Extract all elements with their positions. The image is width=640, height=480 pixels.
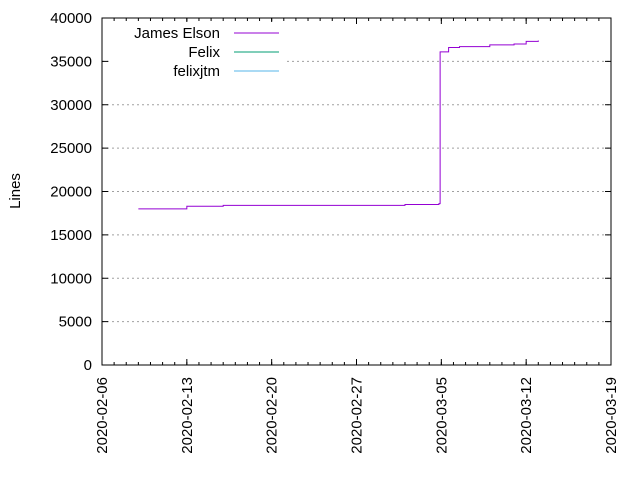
legend-label: James Elson xyxy=(134,25,220,42)
y-tick-label: 0 xyxy=(84,357,92,374)
x-tick-label: 2020-02-06 xyxy=(94,377,111,454)
y-tick-label: 40000 xyxy=(50,10,92,27)
x-axis: 2020-02-06 2020-02-13 2020-02-20 2020-02-27… xyxy=(94,18,620,454)
x-tick-label: 2020-02-13 xyxy=(179,377,196,454)
x-tick-label: 2020-03-05 xyxy=(433,377,450,454)
series-lines xyxy=(138,40,539,210)
y-tick-label: 5000 xyxy=(59,314,92,331)
x-tick-label: 2020-03-19 xyxy=(603,377,620,454)
y-tick-label: 25000 xyxy=(50,140,92,157)
y-axis: 0 5000 10000 15000 20000 25000 30000 35000 40000 xyxy=(50,10,611,374)
x-tick-label: 2020-02-27 xyxy=(349,377,366,454)
gridlines xyxy=(102,60,611,323)
y-tick-label: 30000 xyxy=(50,97,92,114)
legend-label: Felix xyxy=(188,44,220,61)
legend-label: felixjtm xyxy=(173,63,220,80)
y-tick-label: 20000 xyxy=(50,184,92,201)
series-line-0 xyxy=(138,40,539,210)
x-tick-label: 2020-02-20 xyxy=(264,377,281,454)
y-tick-label: 15000 xyxy=(50,227,92,244)
y-axis-label: Lines xyxy=(7,173,24,209)
y-tick-label: 10000 xyxy=(50,270,92,287)
plot-frame xyxy=(101,17,612,366)
x-tick-label: 2020-03-12 xyxy=(518,377,535,454)
legend: James Elson Felix felixjtm xyxy=(112,22,284,82)
y-tick-label: 35000 xyxy=(50,53,92,70)
